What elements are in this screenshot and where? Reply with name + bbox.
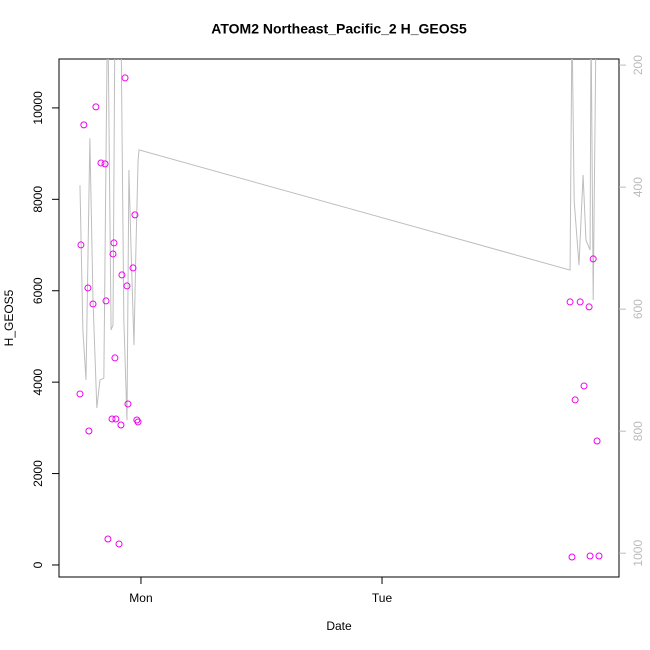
data-point: [123, 282, 131, 290]
plot-frame: [58, 58, 620, 578]
x-tick-label: Mon: [129, 591, 152, 605]
data-point: [97, 159, 105, 167]
data-point: [129, 264, 137, 272]
plot-area: [76, 59, 603, 561]
y-tick-label: 8000: [31, 186, 45, 213]
data-point: [85, 427, 93, 435]
y-tick-label: 10000: [31, 91, 45, 125]
data-point: [118, 271, 126, 279]
data-point: [131, 211, 139, 219]
data-point: [117, 421, 125, 429]
data-point: [109, 250, 117, 258]
data-point: [134, 418, 142, 426]
data-point: [80, 121, 88, 129]
data-point: [101, 160, 109, 168]
data-point: [580, 382, 588, 390]
y2-tick-label: 400: [631, 177, 645, 197]
data-point: [111, 354, 119, 362]
x-tick-label: Tue: [372, 591, 393, 605]
data-point: [586, 552, 594, 560]
data-point: [115, 540, 123, 548]
data-point: [110, 239, 118, 247]
data-point: [566, 298, 574, 306]
data-point: [589, 255, 597, 263]
data-point: [77, 241, 85, 249]
y2-tick-label: 1000: [631, 540, 645, 567]
y-tick-label: 0: [31, 561, 45, 568]
data-point: [124, 400, 132, 408]
data-point: [595, 552, 603, 560]
y-tick-label: 6000: [31, 277, 45, 304]
data-point: [571, 396, 579, 404]
data-line: [79, 59, 597, 421]
y2-tick-label: 200: [631, 55, 645, 75]
y-tick-label: 2000: [31, 460, 45, 487]
data-point: [585, 303, 593, 311]
data-point: [89, 300, 97, 308]
chart-title: ATOM2 Northeast_Pacific_2 H_GEOS5: [211, 21, 467, 37]
data-point: [593, 437, 601, 445]
data-point: [76, 390, 84, 398]
data-point: [568, 553, 576, 561]
data-point: [112, 415, 120, 423]
data-point: [121, 74, 129, 82]
x-axis-label: Date: [326, 619, 352, 633]
y-tick-label: 4000: [31, 368, 45, 395]
data-point: [104, 535, 112, 543]
y2-tick-label: 600: [631, 299, 645, 319]
data-point: [108, 415, 116, 423]
data-point: [84, 284, 92, 292]
y-axis-label: H_GEOS5: [2, 289, 16, 346]
data-point: [576, 298, 584, 306]
y2-tick-label: 800: [631, 421, 645, 441]
data-point: [92, 103, 100, 111]
data-point: [102, 297, 110, 305]
